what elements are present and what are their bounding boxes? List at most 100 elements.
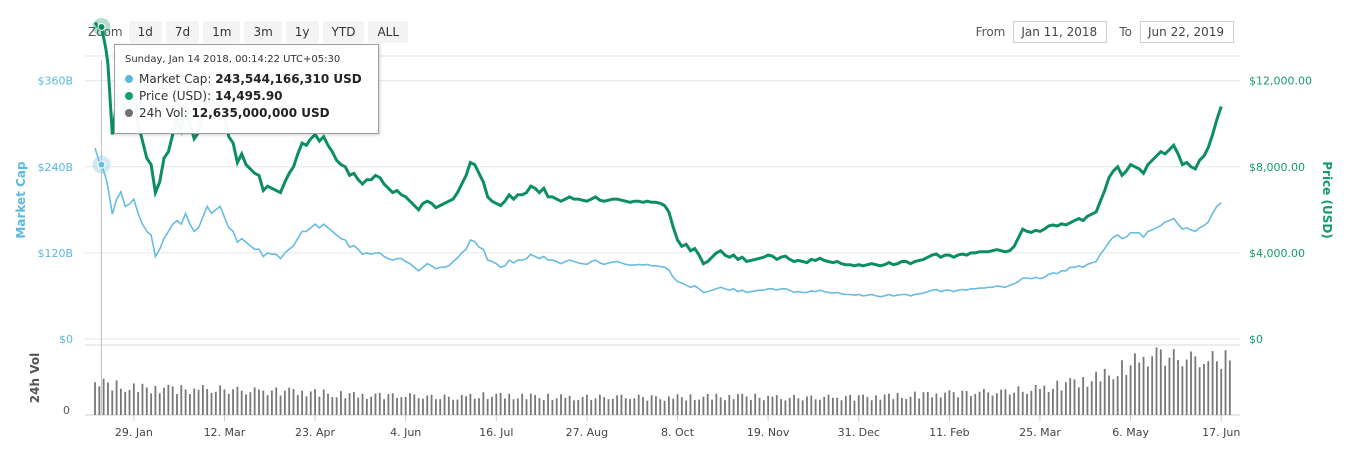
volume-bar [831, 397, 834, 415]
volume-bar [460, 394, 463, 415]
tooltip-market-cap-label: Market Cap: [139, 72, 212, 86]
x-tick-label: 12. Mar [204, 426, 246, 439]
volume-bar [352, 391, 355, 415]
to-date-input[interactable]: Jun 22, 2019 [1140, 21, 1234, 43]
volume-bar [1164, 365, 1167, 415]
zoom-all-button[interactable]: ALL [368, 21, 409, 43]
volume-bar [525, 399, 528, 415]
volume-bar [150, 393, 152, 415]
price-dot-icon [125, 92, 133, 100]
from-label: From [975, 25, 1006, 39]
volume-bar [905, 399, 908, 415]
zoom-ytd-button[interactable]: YTD [322, 21, 365, 43]
volume-bar [1064, 382, 1067, 415]
volume-bar [680, 397, 683, 415]
volume-bar [396, 398, 398, 415]
volume-bar [620, 394, 623, 415]
volume-bar [119, 388, 122, 415]
volume-bar [232, 389, 234, 415]
volume-bar [1060, 390, 1063, 415]
volume-bar [931, 397, 934, 415]
volume-bar [629, 399, 631, 415]
zoom-toolbar: Zoom 1d 7d 1m 3m 1y YTD ALL [88, 21, 412, 43]
volume-bar [465, 396, 467, 415]
volume-bar [1155, 347, 1158, 415]
volume-bar [611, 398, 614, 415]
volume-bar [1177, 360, 1179, 415]
volume-bar [849, 394, 852, 415]
y-left-tick-label: $240B [37, 161, 73, 174]
x-tick-label: 19. Nov [747, 426, 790, 439]
volume-bar [1112, 379, 1115, 415]
volume-bar [853, 400, 856, 415]
volume-bar [245, 394, 247, 415]
volume-bar [1224, 350, 1227, 415]
volume-bar [176, 394, 178, 415]
volume-bar [650, 395, 653, 415]
volume-bar [1159, 349, 1162, 415]
volume-bar [633, 398, 636, 415]
volume-bar [702, 396, 705, 415]
volume-bar [434, 399, 437, 415]
volume-axis-title: 24h Vol [28, 353, 42, 403]
volume-bar [184, 389, 187, 415]
volume-bar [819, 399, 821, 415]
volume-bar [154, 385, 157, 415]
volume-bar [896, 392, 899, 415]
volume-bar [1220, 368, 1223, 415]
volume-bar [365, 399, 368, 415]
volume-bar [331, 397, 334, 415]
volume-bar [1017, 386, 1020, 415]
volume-bar [206, 388, 209, 415]
volume-bar [452, 399, 455, 415]
price-hover-marker [97, 22, 106, 31]
volume-bar [1047, 392, 1050, 415]
volume-bar [128, 389, 131, 415]
y-right-tick-label: $4,000.00 [1249, 247, 1305, 260]
zoom-1d-button[interactable]: 1d [128, 21, 162, 43]
volume-bar [1021, 391, 1024, 415]
volume-bar [271, 390, 273, 415]
volume-bar [1129, 365, 1132, 415]
x-tick-label: 4. Jun [390, 426, 421, 439]
tooltip-row-price: Price (USD): 14,495.90 [125, 89, 283, 103]
volume-bar [262, 390, 265, 415]
volume-bar [939, 397, 942, 415]
tooltip-volume-label: 24h Vol: [139, 106, 188, 120]
volume-bar [404, 396, 407, 415]
volume-bar [823, 396, 826, 415]
volume-bar [883, 394, 886, 415]
volume-bar [305, 396, 308, 415]
to-label: To [1119, 25, 1132, 39]
volume-bar [1052, 388, 1054, 415]
volume-bar [547, 393, 549, 415]
zoom-3m-button[interactable]: 3m [244, 21, 282, 43]
volume-bar [944, 392, 946, 415]
zoom-7d-button[interactable]: 7d [165, 21, 200, 43]
volume-bar [568, 395, 571, 415]
volume-bar [542, 400, 545, 415]
volume-bar [1103, 368, 1106, 415]
volume-bar [1030, 390, 1033, 415]
zoom-1m-button[interactable]: 1m [203, 21, 241, 43]
volume-bar [801, 400, 804, 415]
volume-bar [132, 383, 135, 415]
volume-bar [318, 396, 321, 415]
volume-bar [1004, 389, 1007, 415]
volume-bar [655, 396, 657, 415]
volume-bar [426, 395, 429, 415]
volume-bar [180, 385, 183, 415]
volume-bar [504, 398, 506, 415]
volume-bar [961, 390, 964, 415]
zoom-1y-button[interactable]: 1y [285, 21, 319, 43]
volume-bar [219, 385, 222, 415]
volume-bar [706, 393, 709, 415]
volume-bar [1039, 388, 1041, 415]
x-tick-label: 17. Jun [1202, 426, 1240, 439]
volume-bar [387, 394, 390, 415]
volume-bar [1194, 356, 1197, 415]
volume-bar [357, 397, 360, 415]
from-date-input[interactable]: Jan 11, 2018 [1013, 21, 1108, 43]
volume-bar [1134, 353, 1136, 415]
